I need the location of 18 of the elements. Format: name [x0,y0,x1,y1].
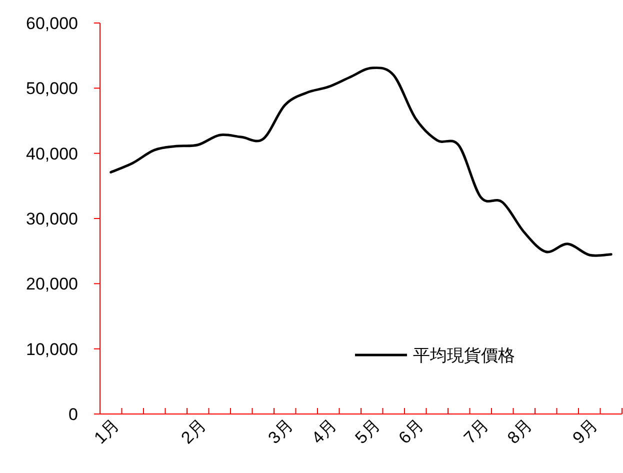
x-tick-label: 5月 [352,415,384,448]
x-tick-label: 7月 [460,415,492,448]
x-tick-label: 6月 [395,415,428,448]
y-tick-label: 40,000 [26,144,78,164]
y-tick-label: 0 [68,405,78,424]
y-tick-label: 20,000 [26,274,78,294]
x-tick-label: 9月 [569,415,602,448]
y-tick-label: 60,000 [26,14,78,33]
x-tick-label: 4月 [308,415,340,448]
x-tick-label: 2月 [178,415,210,448]
y-tick-label: 30,000 [26,210,78,228]
x-tick-label: 8月 [504,415,536,448]
x-tick-label: 3月 [264,415,297,448]
y-tick-label: 50,000 [26,79,78,98]
legend-label: 平均現貨價格 [413,346,515,365]
line-series [110,66,612,257]
x-tick-label: 1月 [90,415,123,448]
y-tick-label: 10,000 [26,340,78,359]
